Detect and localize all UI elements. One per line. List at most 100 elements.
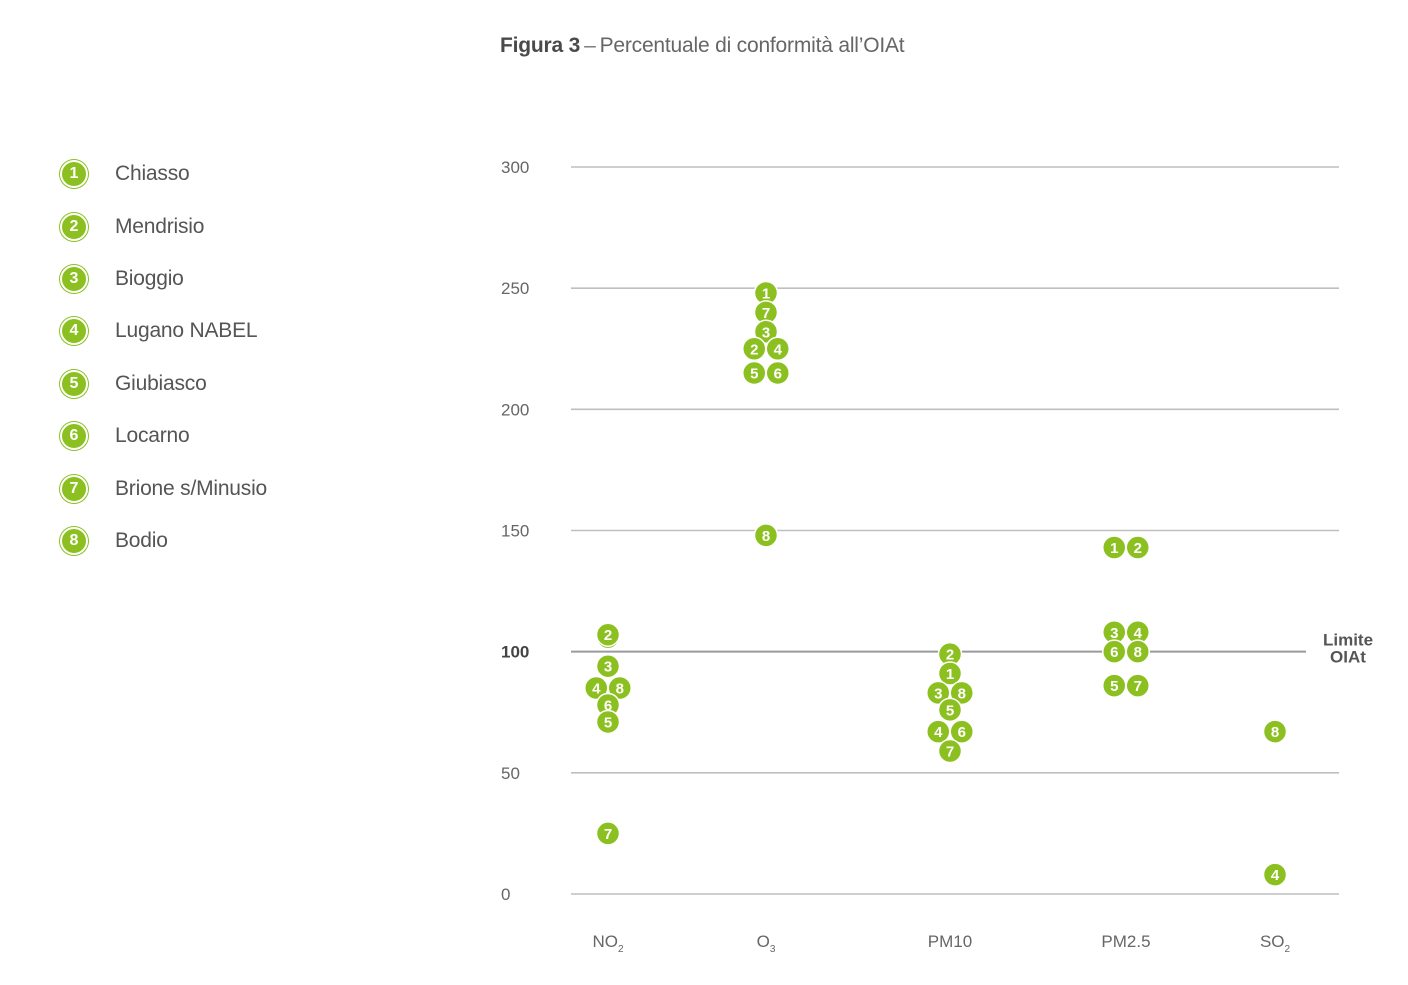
legend-marker: 6 (60, 422, 88, 451)
y-tick-label: 300 (501, 158, 529, 177)
legend-marker: 1 (60, 160, 88, 189)
legend-marker: 5 (60, 369, 88, 398)
data-point: 6 (949, 719, 974, 744)
data-point: 3 (753, 319, 779, 345)
data-point-marker (937, 738, 963, 764)
legend-label: Chiasso (115, 162, 190, 186)
figure-caption: Percentuale di conformità all’OIAt (599, 34, 905, 57)
data-point-marker (595, 653, 621, 679)
data-point-marker (937, 661, 963, 686)
data-point-marker (1125, 639, 1150, 664)
legend-marker: 8 (60, 526, 88, 555)
data-point-label: 5 (1110, 678, 1118, 695)
data-point: 5 (742, 360, 767, 386)
data-point: 2 (742, 336, 767, 361)
data-point-label: 2 (1134, 540, 1142, 557)
legend-item-1: 1 Chiasso (60, 148, 420, 200)
data-point-label: 8 (616, 681, 624, 698)
data-point-label: 1 (1110, 540, 1118, 557)
legend-label: Locarno (115, 424, 190, 448)
x-category-label: NO2 (592, 932, 624, 955)
data-point-marker (765, 360, 790, 386)
legend-item-8: 8 Bodio (60, 515, 420, 567)
data-point-marker (607, 675, 632, 701)
legend-item-4: 4 Lugano NABEL (60, 305, 420, 357)
legend-label: Brione s/Minusio (115, 476, 268, 500)
data-point-label: 7 (946, 744, 954, 761)
x-category-label: PM10 (928, 932, 972, 951)
data-point-label: 7 (1134, 678, 1142, 695)
legend-item-5: 5 Giubiasco (60, 358, 420, 410)
data-point: 8 (607, 675, 632, 701)
data-point-label: 3 (934, 685, 942, 702)
data-point-label: 8 (958, 685, 966, 702)
data-point-label: 4 (592, 681, 601, 698)
data-point: 8 (1262, 719, 1288, 744)
data-point-marker (1262, 862, 1288, 887)
data-point-label: 3 (762, 324, 770, 341)
data-point: 7 (595, 821, 621, 846)
data-point: 8 (1125, 639, 1150, 664)
data-point-marker (753, 319, 779, 345)
data-point-label: 4 (1271, 867, 1280, 884)
data-point-label: 1 (762, 286, 770, 303)
data-point-marker (937, 697, 963, 723)
y-tick-label: 0 (501, 885, 510, 904)
data-point: 3 (595, 653, 621, 679)
data-point: 4 (765, 336, 790, 361)
data-point-marker (595, 709, 621, 735)
data-point-label: 6 (604, 697, 612, 714)
y-tick-label: 100 (501, 643, 529, 662)
figure-number: Figura 3 (500, 34, 581, 57)
data-point-label: 7 (604, 826, 612, 843)
data-point: 2 (1125, 535, 1150, 560)
figure-title: Figura 3– Percentuale di conformità all’O… (500, 34, 905, 58)
reference-line-label: OIAt (1330, 648, 1366, 667)
data-point-marker (949, 719, 974, 744)
legend-label: Bioggio (115, 266, 184, 290)
data-point: 6 (765, 360, 790, 386)
data-point-marker (1125, 673, 1150, 698)
data-point-label: 4 (934, 724, 943, 741)
data-point-label: 6 (1110, 644, 1118, 661)
legend-marker: 3 (60, 264, 88, 293)
data-point-marker (765, 336, 790, 361)
data-point: 5 (1102, 673, 1127, 698)
legend-item-6: 6 Locarno (60, 410, 420, 462)
data-point-label: 8 (762, 528, 770, 545)
data-point-label: 8 (1134, 644, 1142, 661)
data-point-label: 4 (1134, 625, 1143, 642)
reference-line-label: Limite (1323, 631, 1373, 650)
x-category-label: O3 (757, 932, 776, 955)
data-point: 7 (937, 738, 963, 764)
data-point: 5 (937, 697, 963, 723)
data-point: 8 (753, 523, 779, 548)
data-point-marker (595, 622, 621, 647)
legend-label: Lugano NABEL (115, 319, 258, 343)
data-point-label: 6 (774, 365, 782, 382)
data-point: 1 (1102, 535, 1127, 560)
legend: 1 Chiasso 2 Mendrisio 3 Bioggio 4 Lugano NABEL 5… (60, 148, 420, 567)
data-point-label: 6 (958, 724, 966, 741)
y-tick-label: 50 (501, 764, 520, 783)
y-tick-label: 250 (501, 279, 529, 298)
data-point: 2 (595, 622, 621, 647)
data-point-label: 2 (604, 627, 612, 644)
legend-label: Bodio (115, 528, 168, 552)
data-point-marker (595, 821, 621, 846)
data-point: 1 (937, 661, 963, 686)
legend-marker: 4 (60, 317, 88, 346)
legend-item-2: 2 Mendrisio (60, 200, 420, 252)
legend-item-3: 3 Bioggio (60, 253, 420, 305)
legend-marker: 2 (60, 212, 88, 241)
data-point-label: 7 (762, 305, 770, 322)
legend-marker: 7 (60, 474, 88, 503)
data-point: 7 (1125, 673, 1150, 698)
x-category-label: PM2.5 (1101, 932, 1150, 951)
legend-label: Giubiasco (115, 371, 207, 395)
data-point-marker (753, 523, 779, 548)
legend-item-7: 7 Brione s/Minusio (60, 462, 420, 514)
data-point: 8 (949, 680, 974, 706)
legend-label: Mendrisio (115, 214, 205, 238)
